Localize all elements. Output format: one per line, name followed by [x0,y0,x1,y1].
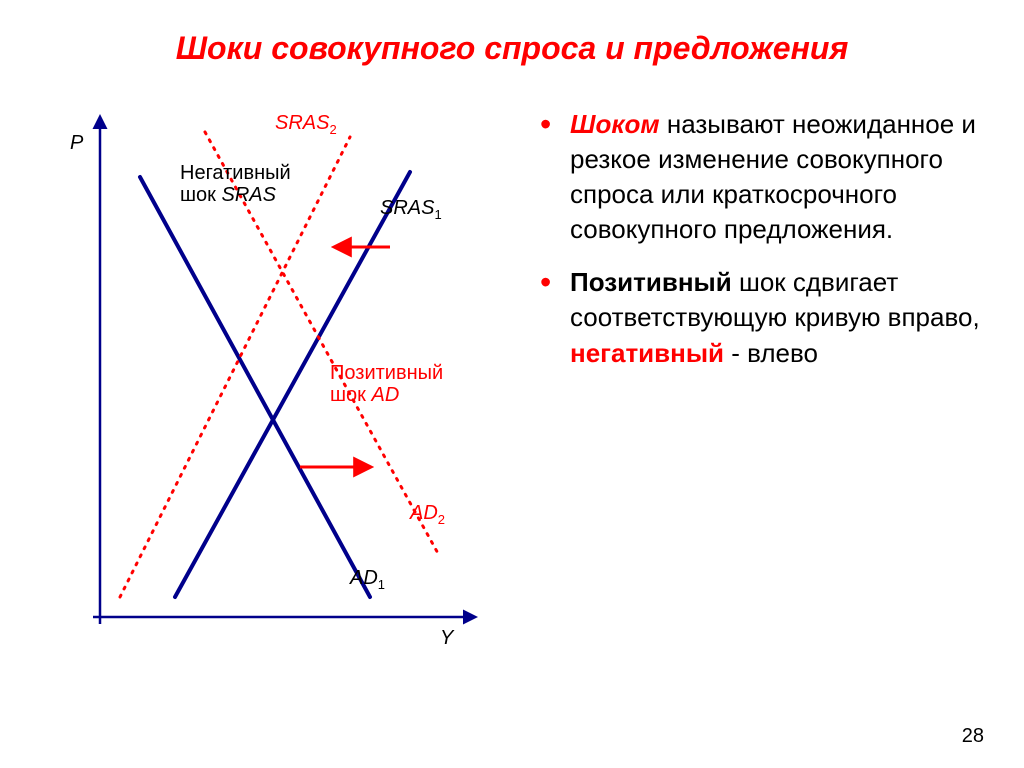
text-area: Шоком называют неожиданное и резкое изме… [520,97,984,715]
chart-area: PYSRAS2SRAS1Негативныйшок SRASПозитивный… [40,97,520,715]
bullet-list: Шоком называют неожиданное и резкое изме… [540,107,984,371]
curve-AD1 [140,177,370,597]
page-number: 28 [962,725,984,748]
bullet-item: Шоком называют неожиданное и резкое изме… [540,107,984,247]
bullet-item: Позитивный шок сдвигает соответствующую … [540,265,984,370]
slide-title: Шоки совокупного спроса и предложения [40,30,984,67]
content-row: PYSRAS2SRAS1Негативныйшок SRASПозитивный… [40,97,984,715]
curve-SRAS1 [175,172,410,597]
economics-chart [40,97,500,657]
curve-AD2 [205,132,440,557]
